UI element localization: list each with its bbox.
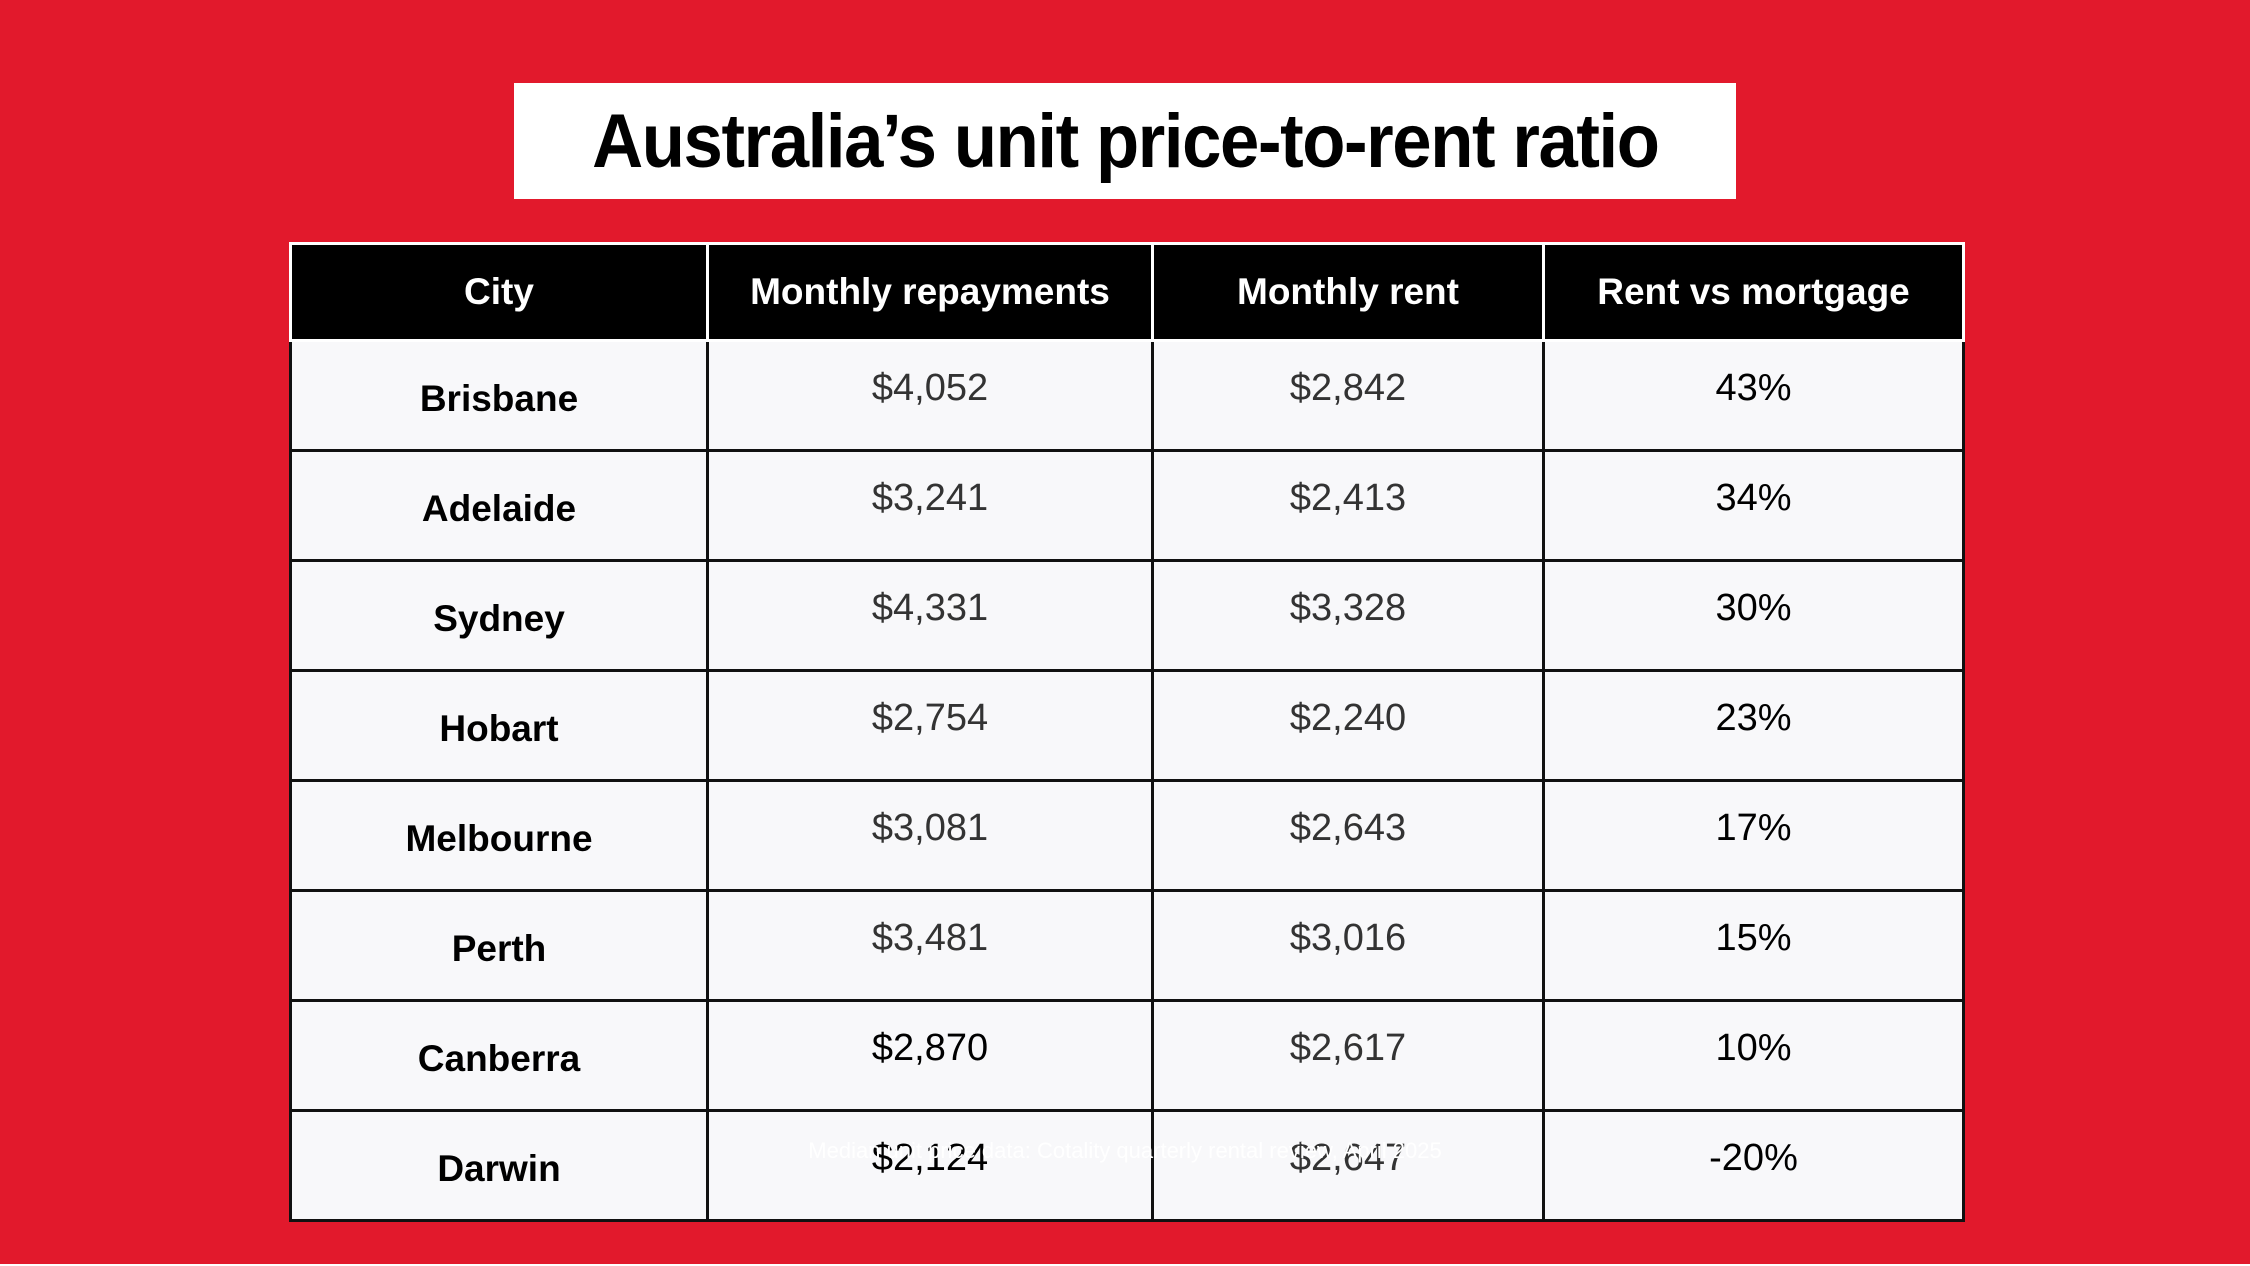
city-cell: Melbourne [289, 779, 709, 892]
repayments-cell: $2,124 [706, 1109, 1154, 1222]
city-cell: Perth [289, 889, 709, 1002]
rent-cell: $2,413 [1151, 449, 1545, 562]
repayments-cell: $2,870 [706, 999, 1154, 1112]
ratio-cell: 15% [1542, 889, 1965, 1002]
rent-cell: $2,647 [1151, 1109, 1545, 1222]
table-row: Adelaide $3,241 $2,413 34% [289, 449, 1965, 562]
table-header-row: City Monthly repayments Monthly rent Ren… [289, 242, 1965, 342]
table-row: Canberra $2,870 $2,617 10% [289, 999, 1965, 1112]
repayments-cell: $2,754 [706, 669, 1154, 782]
rent-cell: $2,643 [1151, 779, 1545, 892]
source-footnote: Median unit price data: Cotality quarter… [808, 1138, 1442, 1163]
bottom-border [0, 1264, 2250, 1266]
city-cell: Adelaide [289, 449, 709, 562]
ratio-cell: 10% [1542, 999, 1965, 1112]
repayments-cell: $3,241 [706, 449, 1154, 562]
page-title: Australia’s unit price-to-rent ratio [591, 98, 1660, 184]
ratio-cell: 34% [1542, 449, 1965, 562]
city-cell: Brisbane [289, 339, 709, 452]
title-box: Australia’s unit price-to-rent ratio [514, 83, 1736, 199]
column-header-city: City [289, 242, 709, 342]
city-cell: Hobart [289, 669, 709, 782]
city-cell: Canberra [289, 999, 709, 1112]
rent-cell: $2,617 [1151, 999, 1545, 1112]
ratio-cell: 43% [1542, 339, 1965, 452]
ratio-cell: 23% [1542, 669, 1965, 782]
city-cell: Sydney [289, 559, 709, 672]
rent-cell: $3,016 [1151, 889, 1545, 1002]
repayments-cell: $4,052 [706, 339, 1154, 452]
table-row: Melbourne $3,081 $2,643 17% [289, 779, 1965, 892]
ratio-cell: -20% [1542, 1109, 1965, 1222]
table-row: Sydney $4,331 $3,328 30% [289, 559, 1965, 672]
column-header-monthly-rent: Monthly rent [1151, 242, 1545, 342]
rent-cell: $2,842 [1151, 339, 1545, 452]
rent-cell: $2,240 [1151, 669, 1545, 782]
table-row: Perth $3,481 $3,016 15% [289, 889, 1965, 1002]
data-table: City Monthly repayments Monthly rent Ren… [289, 242, 1965, 1222]
table-row: Hobart $2,754 $2,240 23% [289, 669, 1965, 782]
table-row: Darwin $2,124 $2,647 -20% [289, 1109, 1965, 1222]
ratio-cell: 17% [1542, 779, 1965, 892]
column-header-monthly-repayments: Monthly repayments [706, 242, 1154, 342]
column-header-rent-vs-mortgage: Rent vs mortgage [1542, 242, 1965, 342]
rent-cell: $3,328 [1151, 559, 1545, 672]
ratio-cell: 30% [1542, 559, 1965, 672]
repayments-cell: $3,081 [706, 779, 1154, 892]
repayments-cell: $3,481 [706, 889, 1154, 1002]
city-cell: Darwin [289, 1109, 709, 1222]
repayments-cell: $4,331 [706, 559, 1154, 672]
table-row: Brisbane $4,052 $2,842 43% [289, 339, 1965, 452]
